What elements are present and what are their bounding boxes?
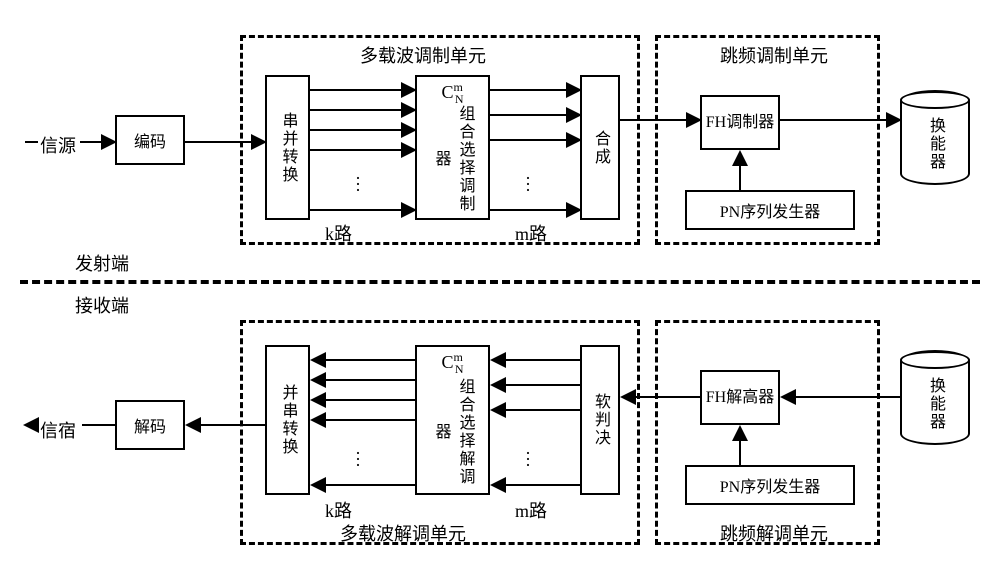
rx-combiner: CmN 组合选择解调器 bbox=[415, 345, 490, 495]
tx-m-paths: m路 bbox=[515, 220, 547, 246]
rx-transducer-label: 换能器 bbox=[923, 377, 947, 431]
tx-synth-label: 合成 bbox=[588, 130, 612, 166]
rx-decoder: 解码 bbox=[115, 400, 185, 450]
rx-k-paths: k路 bbox=[325, 497, 352, 523]
rx-soft-label: 软判决 bbox=[588, 393, 612, 447]
rx-combiner-c: CmN bbox=[441, 351, 463, 375]
rx-mcd-title: 多载波解调单元 bbox=[340, 520, 466, 546]
rx-transducer: 换能器 bbox=[900, 350, 970, 445]
tx-sp-label: 串并转换 bbox=[276, 112, 300, 184]
tx-encoder-label: 编码 bbox=[134, 128, 166, 152]
tx-synth: 合成 bbox=[580, 75, 620, 220]
rx-dots-k: ··· bbox=[355, 450, 361, 468]
rx-combiner-body: 组合选择解调器 bbox=[429, 375, 477, 489]
tx-combiner: CmN 组合选择调制器 bbox=[415, 75, 490, 220]
rx-m-paths: m路 bbox=[515, 497, 547, 523]
tx-section-label: 发射端 bbox=[75, 250, 129, 276]
rx-pn-label: PN序列发生器 bbox=[720, 473, 820, 497]
rx-sink-label: 信宿 bbox=[40, 417, 76, 443]
tx-mcm-title: 多载波调制单元 bbox=[360, 42, 486, 68]
rx-soft-decision: 软判决 bbox=[580, 345, 620, 495]
block-diagram: 多载波调制单元 跳频调制单元 信源 编码 串并转换 CmN 组合选择调制器 合成… bbox=[20, 20, 980, 560]
tx-transducer-label: 换能器 bbox=[923, 117, 947, 171]
rx-fh-demod-label: FH解高器 bbox=[706, 388, 774, 407]
tx-k-paths: k路 bbox=[325, 220, 352, 246]
tx-fh-modulator: FH调制器 bbox=[700, 95, 780, 150]
tx-sp-converter: 串并转换 bbox=[265, 75, 310, 220]
tx-combiner-c: CmN bbox=[441, 81, 463, 105]
rx-ps-converter: 并串转换 bbox=[265, 345, 310, 495]
rx-fh-title: 跳频解调单元 bbox=[720, 520, 828, 546]
rx-dots-m: ··· bbox=[525, 450, 531, 468]
tx-source-label: 信源 bbox=[40, 132, 76, 158]
rx-fh-group bbox=[655, 320, 880, 545]
rx-section-label: 接收端 bbox=[75, 292, 129, 318]
tx-fh-title: 跳频调制单元 bbox=[720, 42, 828, 68]
tx-combiner-body: 组合选择调制器 bbox=[429, 105, 477, 214]
tx-pn-label: PN序列发生器 bbox=[720, 198, 820, 222]
tx-transducer: 换能器 bbox=[900, 90, 970, 185]
tx-pn-generator: PN序列发生器 bbox=[685, 190, 855, 230]
rx-ps-label: 并串转换 bbox=[276, 384, 300, 456]
rx-decoder-label: 解码 bbox=[134, 413, 166, 437]
tx-fh-mod-label: FH调制器 bbox=[706, 113, 774, 132]
rx-fh-demodulator: FH解高器 bbox=[700, 370, 780, 425]
tx-dots-k: ··· bbox=[355, 175, 361, 193]
rx-pn-generator: PN序列发生器 bbox=[685, 465, 855, 505]
tx-encoder: 编码 bbox=[115, 115, 185, 165]
tx-dots-m: ··· bbox=[525, 175, 531, 193]
section-divider bbox=[20, 280, 980, 284]
